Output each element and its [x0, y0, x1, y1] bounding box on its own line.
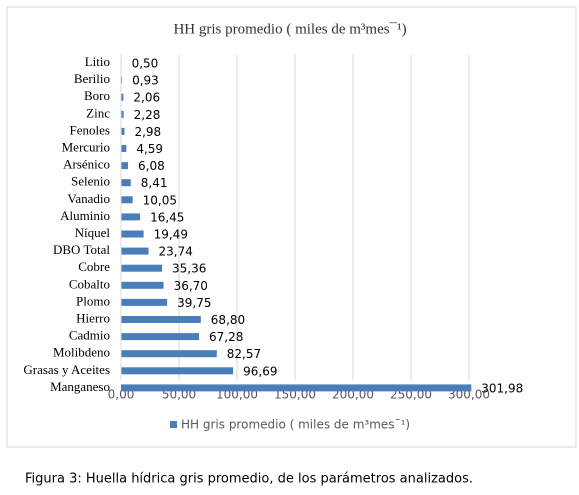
value-label: 4,59 — [136, 142, 163, 156]
bar — [121, 333, 200, 341]
bar — [121, 230, 144, 238]
bar — [121, 316, 201, 323]
y-tick-label: Hierro — [76, 310, 110, 325]
value-label: 2,98 — [134, 125, 161, 139]
value-label: 19,49 — [154, 228, 188, 242]
value-label: 2,06 — [133, 91, 160, 105]
value-label: 10,05 — [143, 193, 177, 207]
bar — [121, 281, 164, 289]
value-label: 39,75 — [177, 296, 211, 310]
bar — [121, 127, 125, 135]
y-tick-label: Cadmio — [69, 328, 110, 343]
y-tick-label: Vanadio — [67, 191, 110, 206]
y-tick-label: Mercurio — [62, 139, 110, 154]
value-label: 67,28 — [209, 330, 243, 344]
y-tick-label: Boro — [84, 88, 110, 103]
value-label: 0,93 — [132, 74, 159, 88]
y-tick-label: Cobalto — [69, 276, 110, 291]
value-label: 16,45 — [150, 210, 184, 224]
bar — [121, 264, 163, 272]
y-tick-label: Zinc — [86, 105, 110, 120]
value-label: 36,70 — [174, 279, 208, 293]
bar — [121, 76, 123, 84]
legend-swatch — [170, 421, 177, 428]
value-label: 8,41 — [141, 176, 168, 190]
bar — [121, 162, 129, 170]
value-label: 6,08 — [138, 159, 165, 173]
y-tick-label: Grasas y Aceites — [23, 362, 110, 377]
chart-title: HH gris promedio ( miles de m³mes¯¹) — [173, 21, 406, 37]
y-tick-label: Selenio — [71, 174, 110, 189]
bar — [121, 179, 131, 187]
value-label: 2,28 — [134, 108, 161, 122]
y-tick-label: Molibdeno — [53, 345, 110, 360]
bar — [121, 384, 472, 392]
y-tick-label: Cobre — [78, 259, 110, 274]
y-tick-label: Plomo — [76, 293, 110, 308]
bar — [121, 93, 124, 101]
legend-label: HH gris promedio ( miles de m³mes¯¹) — [181, 418, 410, 432]
bar — [121, 213, 141, 221]
y-tick-label: DBO Total — [53, 242, 110, 257]
value-label: 301,98 — [481, 381, 523, 395]
bar — [121, 110, 124, 118]
caption: Figura 3: Huella hídrica gris promedio, … — [25, 472, 473, 487]
bar — [121, 145, 127, 152]
bar — [121, 247, 149, 255]
bar — [121, 298, 168, 306]
value-label: 82,57 — [227, 347, 261, 361]
value-label: 0,50 — [132, 57, 159, 71]
bar — [121, 367, 234, 375]
value-label: 96,69 — [243, 364, 277, 378]
chart-frame — [6, 6, 577, 448]
value-label: 35,36 — [172, 262, 206, 276]
y-tick-label: Níquel — [75, 225, 111, 240]
y-tick-label: Berilio — [74, 71, 110, 86]
y-tick-label: Manganeso — [50, 379, 110, 394]
y-tick-label: Litio — [85, 54, 110, 69]
y-tick-label: Aluminio — [60, 208, 110, 223]
bar — [121, 196, 133, 204]
value-label: 23,74 — [159, 245, 193, 259]
y-tick-label: Arsénico — [63, 157, 110, 172]
value-label: 68,80 — [211, 313, 245, 327]
y-tick-label: Fenoles — [70, 122, 110, 137]
bar — [121, 350, 217, 358]
